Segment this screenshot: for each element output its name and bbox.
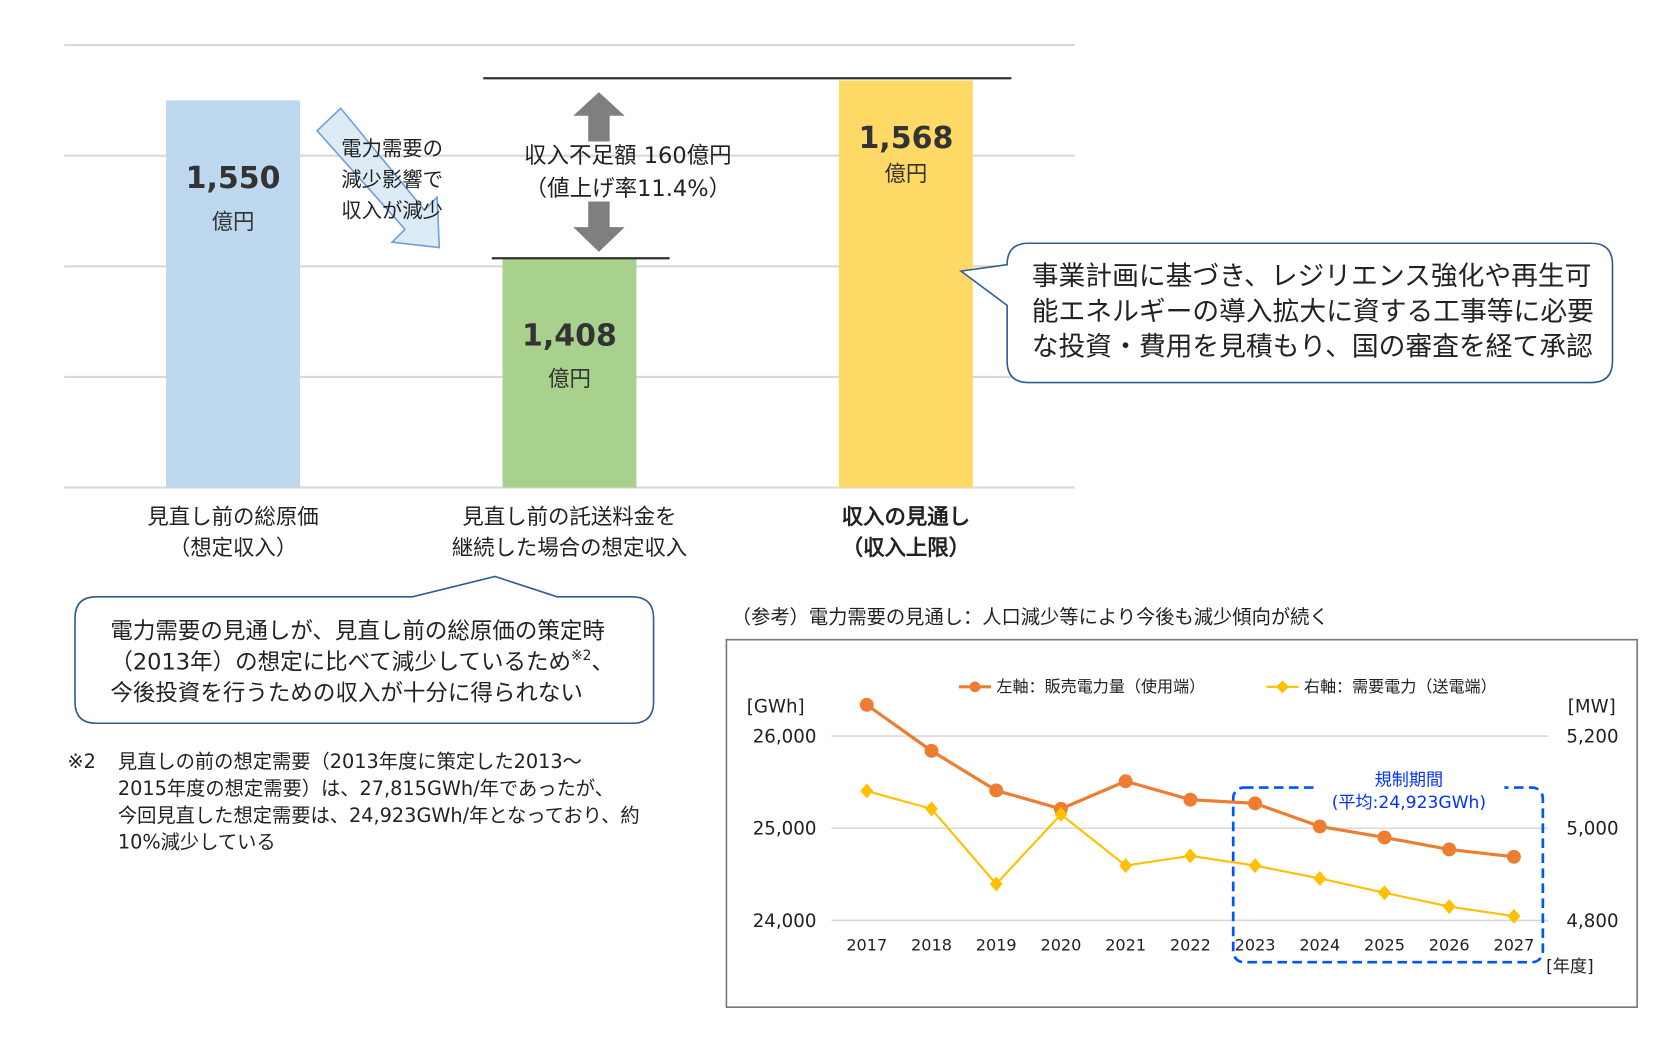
- category-label: 継続した場合の想定収入: [452, 536, 687, 561]
- demand-point: [925, 801, 938, 817]
- category-label: （収入上限）: [842, 536, 970, 561]
- sales-point: [989, 783, 1004, 798]
- demand-point: [989, 876, 1003, 892]
- double-arrow-icon: [573, 92, 625, 252]
- demand-point: [1442, 899, 1456, 915]
- category-label: 収入の見通し: [842, 505, 970, 530]
- x-axis-tick: 2023: [1235, 935, 1276, 954]
- footnote: ※2 見直しの前の想定需要（2013年度に策定した2013～ 2015年度の想定…: [68, 750, 640, 853]
- line-chart-gridlines: [831, 735, 1549, 922]
- footnote-line: 2015年度の想定需要）は、27,815GWh/年であったが、: [118, 777, 614, 800]
- right-axis-unit: [MW]: [1568, 697, 1616, 718]
- line-chart-axes: 24,000 4,800 25,000 5,000 26,000 5,200 2017 201…: [753, 727, 1619, 955]
- regulation-period-average: (平均:24,923GWh): [1332, 793, 1486, 813]
- callout-bottom: 電力需要の見通しが、見直し前の総原価の策定時 （2013年）の想定に比べて減少し…: [74, 575, 655, 725]
- legend: 左軸：販売電力量（使用端） 右軸：需要電力（送電端）: [958, 677, 1497, 696]
- footnote-ref: ※2: [571, 648, 592, 664]
- footnote-line: 見直しの前の想定需要（2013年度に策定した2013～: [118, 750, 582, 773]
- demand-point: [860, 783, 874, 799]
- sales-point: [1248, 796, 1263, 811]
- line-chart-series: [859, 697, 1521, 924]
- left-axis-tick: 25,000: [753, 819, 817, 840]
- footnote-mark: ※2: [68, 750, 96, 773]
- bar-value-label: 1,408: [522, 318, 617, 353]
- x-axis-tick: 2020: [1040, 935, 1081, 954]
- x-axis-tick: 2019: [976, 935, 1017, 954]
- sales-point: [1312, 819, 1327, 834]
- x-axis-unit: [年度]: [1546, 957, 1594, 977]
- right-axis-tick: 5,000: [1566, 819, 1618, 840]
- bar-unit-label: 億円: [548, 367, 591, 392]
- category-label: （想定収入）: [169, 536, 297, 561]
- decline-text: 収入が減少: [341, 199, 443, 223]
- bar-value-label: 1,550: [186, 161, 281, 196]
- footnote-line: 10%減少している: [118, 831, 276, 854]
- sales-point: [1118, 774, 1133, 789]
- callout-right: 事業計画に基づき、レジリエンス強化や再生可 能エネルギーの導入拡大に資する工事等…: [959, 242, 1614, 384]
- callout-right-line: 能エネルギーの導入拡大に資する工事等に必要: [1032, 296, 1594, 327]
- left-axis-tick: 26,000: [753, 727, 817, 748]
- sales-point: [1377, 830, 1392, 845]
- sales-point: [859, 697, 874, 712]
- bar: [166, 100, 300, 488]
- callout-bottom-text: 、: [592, 650, 615, 676]
- decline-text: 電力需要の: [341, 136, 443, 160]
- callout-bottom-line: （2013年）の想定に比べて減少しているため※2、: [110, 648, 614, 676]
- x-axis-tick: 2027: [1493, 935, 1534, 954]
- sales-point: [924, 743, 939, 758]
- line-chart-title: （参考）電力需要の見通し：人口減少等により今後も減少傾向が続く: [732, 606, 1329, 629]
- bar-value-label: 1,568: [858, 121, 953, 156]
- callout-right-line: な投資・費用を見積もり、国の審査を経て承認: [1032, 332, 1593, 363]
- legend-marker-circle: [969, 681, 981, 693]
- x-axis-tick: 2022: [1170, 935, 1211, 954]
- callout-bottom-text: （2013年）の想定に比べて減少しているため: [110, 650, 571, 676]
- left-axis-tick: 24,000: [753, 911, 817, 932]
- right-axis-tick: 5,200: [1566, 727, 1618, 748]
- x-axis-tick: 2021: [1105, 935, 1146, 954]
- left-axis-unit: [GWh]: [747, 697, 805, 718]
- category-label: 見直し前の託送料金を: [462, 505, 676, 530]
- callout-bottom-line: 電力需要の見通しが、見直し前の総原価の策定時: [110, 619, 605, 645]
- bar-unit-label: 億円: [884, 162, 927, 187]
- x-axis-tick: 2018: [911, 935, 952, 954]
- demand-point: [1313, 870, 1327, 886]
- x-axis-tick: 2017: [846, 935, 887, 954]
- demand-point: [1054, 806, 1068, 822]
- bar: [502, 257, 637, 488]
- regulation-period-box: 規制期間 (平均:24,923GWh): [1231, 766, 1545, 964]
- decline-text: 減少影響で: [341, 167, 443, 191]
- category-label: 見直し前の総原価: [147, 505, 318, 530]
- shortfall-amount: 収入不足額 160億円: [524, 143, 732, 169]
- x-axis-tick: 2025: [1364, 935, 1405, 954]
- regulation-period-label: 規制期間: [1375, 770, 1444, 790]
- right-axis-tick: 4,800: [1566, 911, 1618, 932]
- line-chart-frame: [725, 638, 1638, 1008]
- legend-label-sales: 左軸：販売電力量（使用端）: [996, 677, 1205, 696]
- sales-point: [1442, 842, 1457, 857]
- sales-point: [1183, 792, 1198, 807]
- regulation-period-label-bg: [1313, 766, 1505, 815]
- sales-point: [1506, 849, 1521, 864]
- bar: [838, 80, 973, 488]
- demand-point: [1248, 858, 1262, 874]
- legend-label-demand: 右軸：需要電力（送電端）: [1304, 677, 1497, 696]
- callout-right-line: 事業計画に基づき、レジリエンス強化や再生可: [1032, 261, 1592, 292]
- decline-arrow-icon: [316, 107, 441, 249]
- bar-unit-label: 億円: [212, 210, 255, 235]
- callout-bottom-line: 今後投資を行うための収入が十分に得られない: [110, 681, 583, 707]
- demand-point: [1378, 885, 1391, 901]
- rate-increase: （値上げ率11.4%）: [525, 176, 731, 202]
- footnote-line: 今回見直した想定需要は、24,923GWh/年となっており、約: [118, 804, 640, 827]
- demand-point: [1507, 908, 1521, 924]
- x-axis-tick: 2026: [1429, 935, 1470, 954]
- x-axis-tick: 2024: [1299, 935, 1340, 954]
